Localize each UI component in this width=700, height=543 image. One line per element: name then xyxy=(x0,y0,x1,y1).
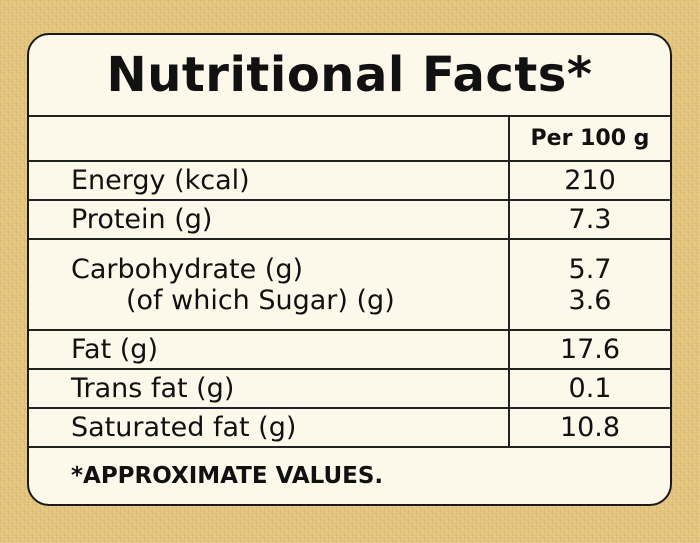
row-label: Energy (kcal) xyxy=(29,160,509,200)
row-label: Saturated fat (g) xyxy=(29,407,509,448)
table-header-row: Per 100 g xyxy=(29,115,670,161)
row-value: 210 xyxy=(508,160,670,200)
column-header-per-100g: Per 100 g xyxy=(508,115,670,161)
table-row-carbohydrate: Carbohydrate (g) (of which Sugar) (g) 5.… xyxy=(29,238,670,330)
table-row-protein: Protein (g) 7.3 xyxy=(29,199,670,239)
row-value: 10.8 xyxy=(508,407,670,448)
row-sub-value: 3.6 xyxy=(568,284,612,316)
row-label: Fat (g) xyxy=(29,329,509,369)
table-row-saturated-fat: Saturated fat (g) 10.8 xyxy=(29,407,670,448)
row-value: 0.1 xyxy=(508,368,670,408)
table-row-energy: Energy (kcal) 210 xyxy=(29,160,670,200)
table-row-fat: Fat (g) 17.6 xyxy=(29,329,670,369)
nutrition-panel: Nutritional Facts* Per 100 g Energy (kca… xyxy=(27,33,672,506)
row-label: Carbohydrate (g) xyxy=(71,253,304,285)
header-empty-cell xyxy=(29,115,509,161)
row-value: 7.3 xyxy=(508,199,670,239)
row-value: 5.7 xyxy=(568,253,612,285)
panel-title: Nutritional Facts* xyxy=(106,47,593,103)
row-label-cell: Carbohydrate (g) (of which Sugar) (g) xyxy=(29,238,509,330)
nutrition-table: Per 100 g Energy (kcal) 210 Protein (g) … xyxy=(29,115,670,448)
footnote: *APPROXIMATE VALUES. xyxy=(71,463,384,489)
row-value-cell: 5.7 3.6 xyxy=(508,238,670,330)
table-row-trans-fat: Trans fat (g) 0.1 xyxy=(29,368,670,408)
row-value: 17.6 xyxy=(508,329,670,369)
row-label: Trans fat (g) xyxy=(29,368,509,408)
row-sub-label: (of which Sugar) (g) xyxy=(126,284,395,316)
row-label: Protein (g) xyxy=(29,199,509,239)
